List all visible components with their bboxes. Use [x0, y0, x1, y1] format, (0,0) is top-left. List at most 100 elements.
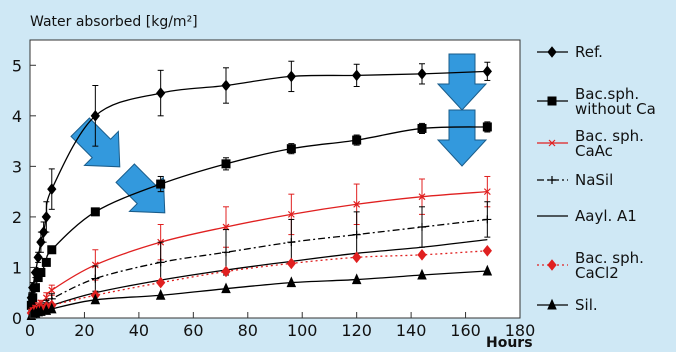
- annotation-arrow: [436, 53, 488, 111]
- x-axis-title: Hours: [486, 335, 533, 351]
- series-1: [26, 121, 492, 310]
- data-point: [222, 223, 230, 231]
- y-axis-title: Water absorbed [kg/m²]: [30, 14, 198, 30]
- data-point: [48, 286, 56, 294]
- legend-label: Aayl. A1: [575, 207, 637, 225]
- y-tick-label: 4: [12, 107, 22, 126]
- data-point: [47, 245, 57, 255]
- data-point: [90, 293, 101, 305]
- legend-item: Ref.: [537, 43, 603, 61]
- data-point: [286, 70, 296, 83]
- data-point: [482, 65, 492, 78]
- legend-item: Aayl. A1: [537, 207, 637, 225]
- data-point: [221, 265, 231, 278]
- data-point: [483, 188, 491, 196]
- data-point: [286, 144, 296, 154]
- data-point: [353, 200, 361, 208]
- y-tick-label: 5: [12, 56, 22, 75]
- data-point: [90, 207, 100, 217]
- x-tick-label: 80: [238, 321, 258, 340]
- data-point: [417, 123, 427, 133]
- data-point: [417, 268, 427, 280]
- data-point: [33, 251, 43, 264]
- data-point: [548, 139, 556, 147]
- data-point: [482, 122, 492, 132]
- y-tick-label: 2: [12, 208, 22, 227]
- data-point: [28, 293, 38, 303]
- data-point: [36, 268, 46, 278]
- data-point: [91, 261, 99, 269]
- data-point: [156, 87, 166, 99]
- legend-label: Bac. sph. CaAc: [575, 127, 644, 160]
- data-point: [156, 179, 166, 189]
- y-tick-label: 3: [12, 157, 22, 176]
- data-point: [41, 211, 51, 223]
- data-point: [221, 79, 231, 92]
- x-tick-label: 20: [74, 321, 94, 340]
- x-tick-label: 60: [183, 321, 203, 340]
- data-point: [417, 249, 427, 261]
- data-point: [482, 264, 493, 276]
- legend-label: Sil.: [575, 296, 598, 314]
- data-point: [156, 258, 165, 267]
- x-tick-label: 160: [450, 321, 481, 340]
- legend-item: NaSil: [537, 171, 613, 189]
- data-point: [547, 96, 557, 106]
- data-point: [30, 283, 40, 293]
- data-point: [352, 135, 362, 145]
- legend-item: Bac. sph. CaCl2: [537, 249, 644, 282]
- data-point: [547, 298, 557, 310]
- data-point: [221, 282, 231, 294]
- data-point: [222, 248, 230, 257]
- legend-label: Ref.: [575, 43, 603, 61]
- x-tick-label: 180: [505, 321, 536, 340]
- data-point: [482, 244, 492, 257]
- data-point: [352, 251, 362, 264]
- x-tick-label: 40: [129, 321, 149, 340]
- data-point: [286, 257, 296, 270]
- data-point: [156, 276, 166, 289]
- y-tick-label: 0: [12, 309, 22, 328]
- x-tick-label: 140: [396, 321, 427, 340]
- legend: Ref. Bac.sph. without Ca Bac. sph. CaAc NaSil…: [537, 43, 656, 314]
- data-point: [36, 236, 46, 248]
- legend-item: Bac. sph. CaAc: [537, 127, 644, 160]
- data-point: [286, 276, 297, 288]
- series-6: [26, 264, 493, 320]
- data-point: [38, 226, 49, 238]
- x-tick-label: 0: [25, 321, 35, 340]
- series-layer: [26, 60, 493, 320]
- x-tick-label: 120: [341, 321, 372, 340]
- data-point: [548, 176, 556, 184]
- data-point: [47, 183, 57, 195]
- data-point: [547, 259, 557, 271]
- data-point: [155, 289, 166, 300]
- y-tick-label: 1: [12, 258, 22, 277]
- data-point: [287, 238, 296, 247]
- x-tick-label: 100: [287, 321, 318, 340]
- data-point: [352, 230, 361, 239]
- axes: 0 20 40 60 80 100 120 140 160 180 0 1 2 3 4 5: [12, 56, 535, 340]
- legend-label: Bac.sph. without Ca: [575, 85, 656, 118]
- legend-item: Sil.: [537, 296, 598, 314]
- legend-label: Bac. sph. CaCl2: [575, 249, 644, 282]
- plot-area: [29, 39, 521, 319]
- annotation-arrow: [436, 109, 488, 167]
- data-point: [418, 193, 426, 201]
- data-point: [47, 302, 57, 314]
- data-point: [547, 46, 557, 58]
- data-point: [351, 273, 362, 285]
- legend-item: Bac.sph. without Ca: [537, 85, 656, 118]
- series-line: [30, 70, 488, 298]
- data-point: [42, 294, 50, 302]
- data-point: [287, 210, 295, 218]
- data-point: [221, 159, 231, 169]
- data-point: [352, 69, 362, 82]
- legend-label: NaSil: [575, 171, 613, 189]
- data-point: [90, 110, 100, 122]
- data-point: [91, 274, 100, 283]
- data-point: [483, 215, 492, 224]
- data-point: [41, 257, 51, 267]
